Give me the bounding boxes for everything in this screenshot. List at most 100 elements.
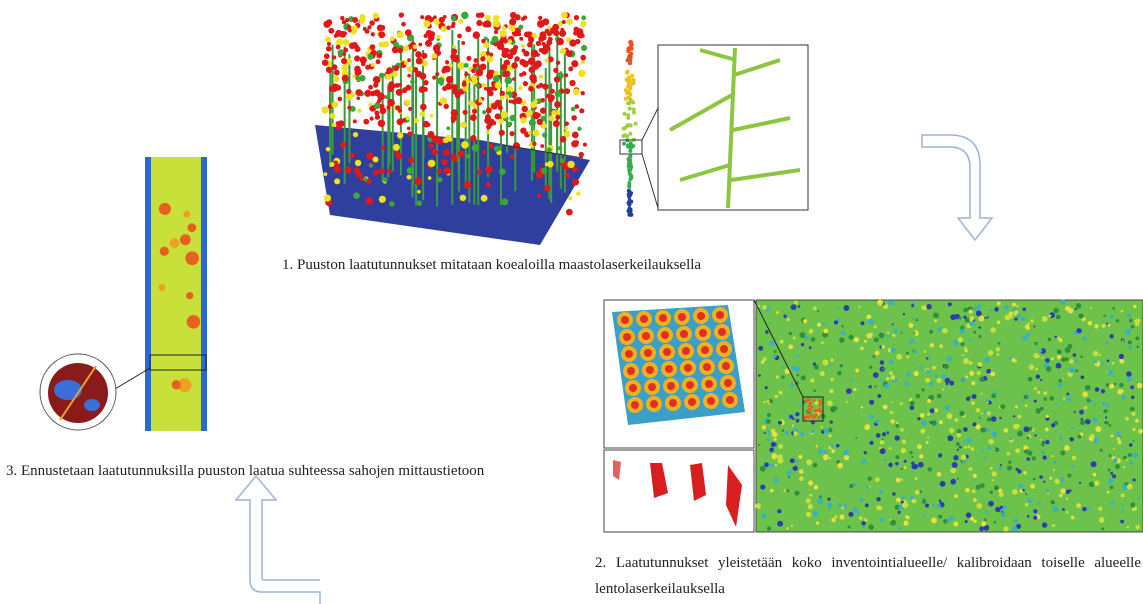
dot (541, 35, 547, 41)
dot (484, 87, 488, 91)
dot (1033, 478, 1036, 481)
dot (963, 315, 966, 318)
dot (445, 60, 449, 64)
dot (821, 426, 823, 428)
dot (464, 63, 469, 68)
dot (984, 457, 987, 460)
dot (1045, 489, 1049, 493)
dot (1030, 319, 1033, 322)
dot (1046, 415, 1049, 418)
dot (816, 522, 819, 525)
dot (794, 301, 798, 305)
dot (701, 346, 709, 354)
dot (837, 307, 840, 310)
dot (371, 63, 375, 67)
dot (514, 56, 519, 61)
dot (873, 372, 879, 378)
dot (518, 25, 523, 30)
dot (940, 481, 946, 487)
dot (859, 498, 863, 502)
dot (880, 379, 883, 382)
dot (831, 518, 836, 523)
dot (766, 419, 771, 424)
dot (522, 60, 529, 67)
dot (373, 13, 379, 19)
dot (531, 50, 539, 58)
dot (999, 492, 1004, 497)
dot (334, 70, 340, 76)
dot (770, 489, 774, 493)
dot (1067, 344, 1072, 349)
dot (1025, 404, 1028, 407)
dot (1027, 451, 1032, 456)
dot (568, 196, 572, 200)
dot (1114, 383, 1117, 386)
dot (376, 53, 382, 59)
dot (407, 167, 414, 174)
dot (1034, 434, 1036, 436)
dot (502, 26, 506, 30)
dot (627, 158, 631, 162)
dot (1095, 387, 1099, 391)
dot (366, 197, 374, 205)
dot (1004, 428, 1009, 433)
dot (1034, 387, 1037, 390)
dot (960, 326, 964, 330)
dot (840, 364, 843, 367)
dot (954, 418, 958, 422)
dot (554, 101, 561, 108)
dot (489, 144, 494, 149)
dot (325, 36, 331, 42)
dot (991, 432, 997, 438)
dot (502, 70, 509, 77)
dot (539, 75, 543, 79)
dot (937, 472, 942, 477)
dot (621, 134, 625, 138)
dot (986, 411, 990, 415)
dot (553, 68, 558, 73)
dot (874, 337, 879, 342)
dot (774, 477, 779, 482)
dot (806, 498, 811, 503)
dot (869, 441, 873, 445)
dot (1129, 461, 1133, 465)
dot (959, 446, 962, 449)
dot (763, 357, 767, 361)
dot (1121, 493, 1125, 497)
dot (429, 114, 433, 118)
dot (818, 403, 821, 406)
dot (1110, 486, 1114, 490)
dot (988, 439, 994, 445)
dot (554, 76, 560, 82)
dot (1073, 411, 1076, 414)
dot (1045, 440, 1049, 444)
dot (849, 484, 853, 488)
dot (626, 101, 630, 105)
dot (785, 430, 789, 434)
dot (354, 55, 360, 61)
dot (629, 55, 633, 59)
dot (962, 354, 964, 356)
dot (1079, 429, 1082, 432)
dot (947, 413, 953, 419)
dot (965, 520, 968, 523)
dot (1125, 417, 1129, 421)
dot (978, 417, 980, 419)
dot (911, 461, 914, 464)
dot (1017, 415, 1021, 419)
dot (1021, 400, 1023, 402)
dot (628, 61, 632, 65)
dot (494, 100, 500, 106)
dot (556, 60, 560, 64)
dot (437, 169, 442, 174)
dot (861, 321, 865, 325)
dot (569, 80, 575, 86)
dot (970, 517, 974, 521)
dot (172, 380, 181, 389)
dot (503, 38, 508, 43)
dot (846, 401, 848, 403)
dot (1054, 479, 1059, 484)
dot (914, 350, 918, 354)
dot (969, 361, 973, 365)
dot (415, 178, 422, 185)
